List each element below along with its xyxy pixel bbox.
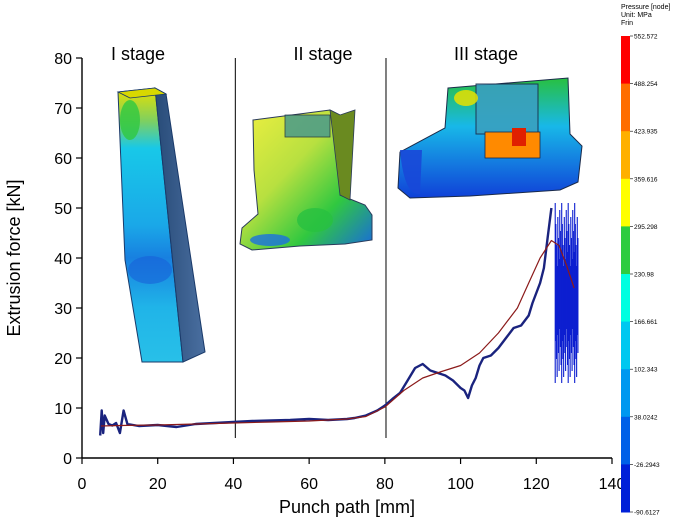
y-tick-label: 10 bbox=[54, 401, 72, 418]
y-tick-label: 40 bbox=[54, 251, 72, 268]
colorbar-band bbox=[621, 83, 630, 132]
colorbar-band bbox=[621, 36, 630, 85]
x-ticks: 0 20 40 60 80 100 120 140 bbox=[78, 458, 626, 493]
colorbar-band bbox=[621, 274, 630, 323]
y-tick-label: 0 bbox=[63, 451, 72, 468]
colorbar-band bbox=[621, 369, 630, 418]
axes: 0 10 20 30 40 50 60 70 80 0 20 40 60 80 100 120 140 bbox=[54, 51, 625, 493]
data-series bbox=[99, 203, 579, 436]
colorbar-band bbox=[621, 416, 630, 465]
x-tick-label: 80 bbox=[376, 476, 394, 493]
y-tick-label: 50 bbox=[54, 201, 72, 218]
series-line-2 bbox=[100, 239, 575, 427]
colorbar-labels: 552.572 488.254 423.935 359.616 295.298 230.9… bbox=[630, 34, 660, 517]
x-tick-label: 20 bbox=[149, 476, 167, 493]
colorbar-label: 552.572 bbox=[634, 34, 658, 41]
x-tick-label: 0 bbox=[78, 476, 87, 493]
colorbar-band bbox=[621, 464, 630, 513]
x-axis-label: Punch path [mm] bbox=[279, 497, 415, 517]
colorbar-bands bbox=[621, 36, 630, 513]
colorbar-label: 230.98 bbox=[634, 272, 654, 279]
stage-label-1: I stage bbox=[111, 44, 165, 64]
colorbar-label: 166.661 bbox=[634, 319, 658, 326]
colorbar-title-line-2: Unit: MPa bbox=[621, 12, 652, 19]
stage-label-3: III stage bbox=[454, 44, 518, 64]
colorbar-band bbox=[621, 226, 630, 275]
series-line-1 bbox=[99, 207, 553, 436]
colorbar-band bbox=[621, 178, 630, 227]
x-tick-label: 40 bbox=[225, 476, 243, 493]
colorbar-label: 295.298 bbox=[634, 224, 658, 231]
colorbar-band bbox=[621, 131, 630, 180]
x-tick-label: 60 bbox=[300, 476, 318, 493]
colorbar-label: 38.0242 bbox=[634, 414, 658, 421]
y-ticks: 0 10 20 30 40 50 60 70 80 bbox=[54, 51, 82, 468]
x-tick-label: 140 bbox=[599, 476, 626, 493]
y-tick-label: 80 bbox=[54, 51, 72, 68]
y-tick-label: 30 bbox=[54, 301, 72, 318]
colorbar-label: 488.254 bbox=[634, 81, 658, 88]
x-tick-label: 120 bbox=[523, 476, 550, 493]
y-tick-label: 20 bbox=[54, 351, 72, 368]
y-axis-label: Extrusion force [kN] bbox=[4, 179, 24, 336]
stage-dividers bbox=[234, 58, 387, 438]
colorbar-label: -26.2943 bbox=[634, 462, 660, 469]
y-tick-label: 70 bbox=[54, 101, 72, 118]
fem-snapshot-stage-2 bbox=[239, 109, 373, 251]
colorbar-band bbox=[621, 321, 630, 370]
colorbar-label: 359.616 bbox=[634, 176, 658, 183]
colorbar-title-line-3: Frin bbox=[621, 20, 633, 27]
stage-label-2: II stage bbox=[293, 44, 352, 64]
y-tick-label: 60 bbox=[54, 151, 72, 168]
colorbar-label: 423.935 bbox=[634, 129, 658, 136]
colorbar: Pressure [node] Unit: MPa Frin 552.572 48… bbox=[621, 4, 670, 517]
oscillation-band bbox=[554, 203, 579, 383]
fem-snapshot-stage-1 bbox=[116, 87, 206, 363]
colorbar-title-line-1: Pressure [node] bbox=[621, 4, 670, 11]
colorbar-label: 102.343 bbox=[634, 367, 658, 374]
colorbar-label: -90.6127 bbox=[634, 510, 660, 517]
fem-snapshot-stage-3 bbox=[397, 77, 583, 199]
x-tick-label: 100 bbox=[447, 476, 474, 493]
